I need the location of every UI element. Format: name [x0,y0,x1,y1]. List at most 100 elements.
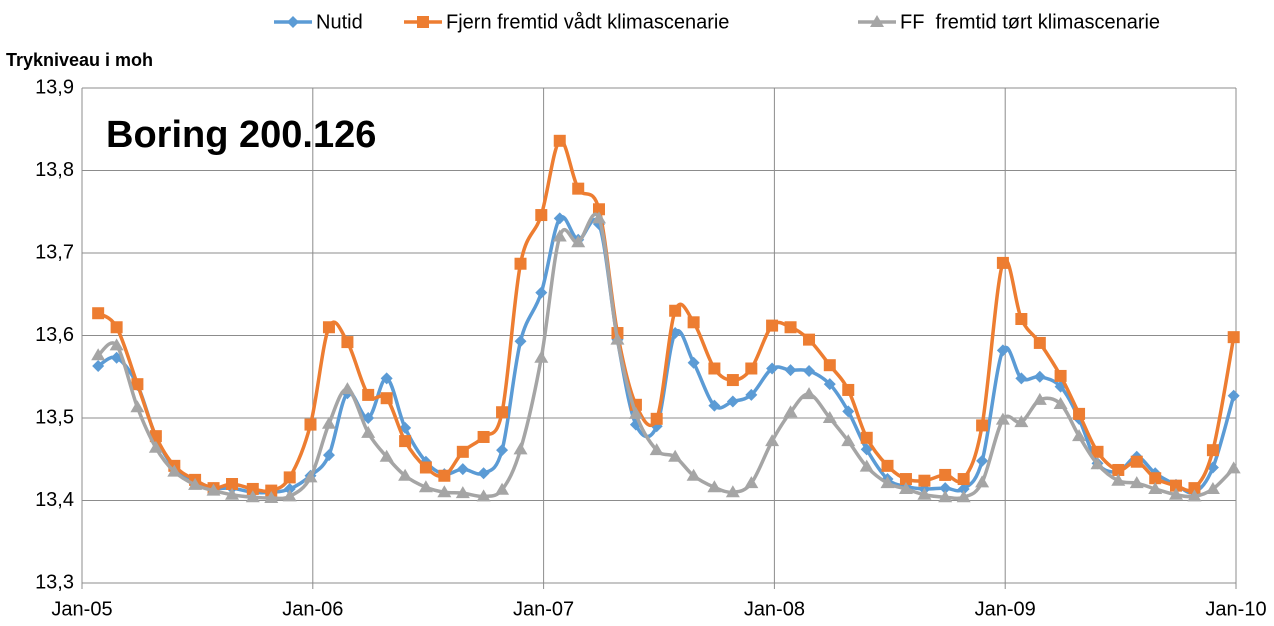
marker [456,463,469,476]
x-tick-label: Jan-05 [51,598,112,620]
axes: 13,3 13,4 13,5 13,6 13,7 13,8 13,9 Jan-05 Jan-06… [35,76,1267,620]
marker [726,395,739,408]
marker [110,321,123,334]
marker [610,332,625,345]
marker [456,445,469,458]
marker [361,425,376,438]
marker [823,378,836,391]
marker [514,335,527,348]
x-tick-label: Jan-10 [1205,598,1266,620]
x-tick-label: Jan-07 [513,598,574,620]
marker [264,491,279,504]
marker [783,405,798,418]
marker [167,464,182,477]
marker [766,362,779,375]
marker [513,442,528,455]
y-tick-label: 13,3 [35,571,74,593]
marker [438,469,451,482]
marker [860,431,873,444]
marker [131,378,144,391]
marker [1187,489,1202,502]
marker [322,449,335,462]
marker [822,411,837,423]
marker [996,344,1009,357]
marker [496,406,509,419]
marker [379,449,394,462]
marker [380,372,393,385]
marker [1111,473,1126,486]
marker [362,388,375,401]
marker [477,467,490,480]
legend-label: FF fremtid tørt klimascenarie [900,11,1160,33]
marker [552,229,567,242]
x-tick-label: Jan-06 [282,598,343,620]
marker [708,399,721,412]
marker [898,481,913,494]
marker [1188,482,1201,495]
marker [1148,481,1163,494]
marker [975,475,990,488]
marker [1149,472,1162,485]
marker [628,406,643,419]
marker [91,348,106,361]
marker [1053,396,1068,409]
marker [92,360,105,373]
marker [859,459,874,472]
marker [745,362,758,375]
y-tick-label: 13,6 [35,324,74,346]
marker [939,468,952,481]
marker [304,418,317,431]
marker [745,388,758,401]
marker [917,487,932,500]
series-lines [91,134,1241,504]
marker [265,484,278,497]
marker [571,235,586,248]
x-tick-label: Jan-08 [744,598,805,620]
marker [553,134,566,147]
marker [283,471,296,484]
marker [148,440,163,453]
marker [380,392,393,405]
marker [92,307,105,320]
marker [957,473,970,486]
marker [225,487,240,500]
marker [476,489,491,502]
marker [1226,461,1241,474]
marker [1073,407,1086,420]
marker [226,478,239,490]
marker [592,203,605,216]
marker [650,412,663,425]
marker [938,490,953,503]
marker [283,482,296,495]
marker [1033,370,1046,383]
marker [437,485,452,498]
marker [495,482,510,495]
marker [1072,429,1087,442]
grid [81,87,1237,584]
marker [1227,389,1240,402]
marker [669,304,682,317]
marker [109,338,124,351]
marker [1054,369,1067,382]
marker [686,468,701,481]
marker [1130,455,1143,468]
marker [496,444,509,457]
marker [287,16,299,28]
marker [206,483,221,496]
marker [976,454,989,467]
marker [766,319,779,332]
marker [996,256,1009,269]
marker [1091,445,1104,458]
marker [842,405,855,418]
marker [707,480,722,493]
marker [1206,444,1219,457]
marker [245,490,260,503]
marker [282,489,297,502]
legend: Nutid Fjern fremtid vådt klimascenarie FF … [274,11,1160,33]
marker [842,383,855,396]
marker [1015,313,1028,325]
marker [899,473,912,486]
marker [535,286,548,299]
marker [572,182,585,195]
